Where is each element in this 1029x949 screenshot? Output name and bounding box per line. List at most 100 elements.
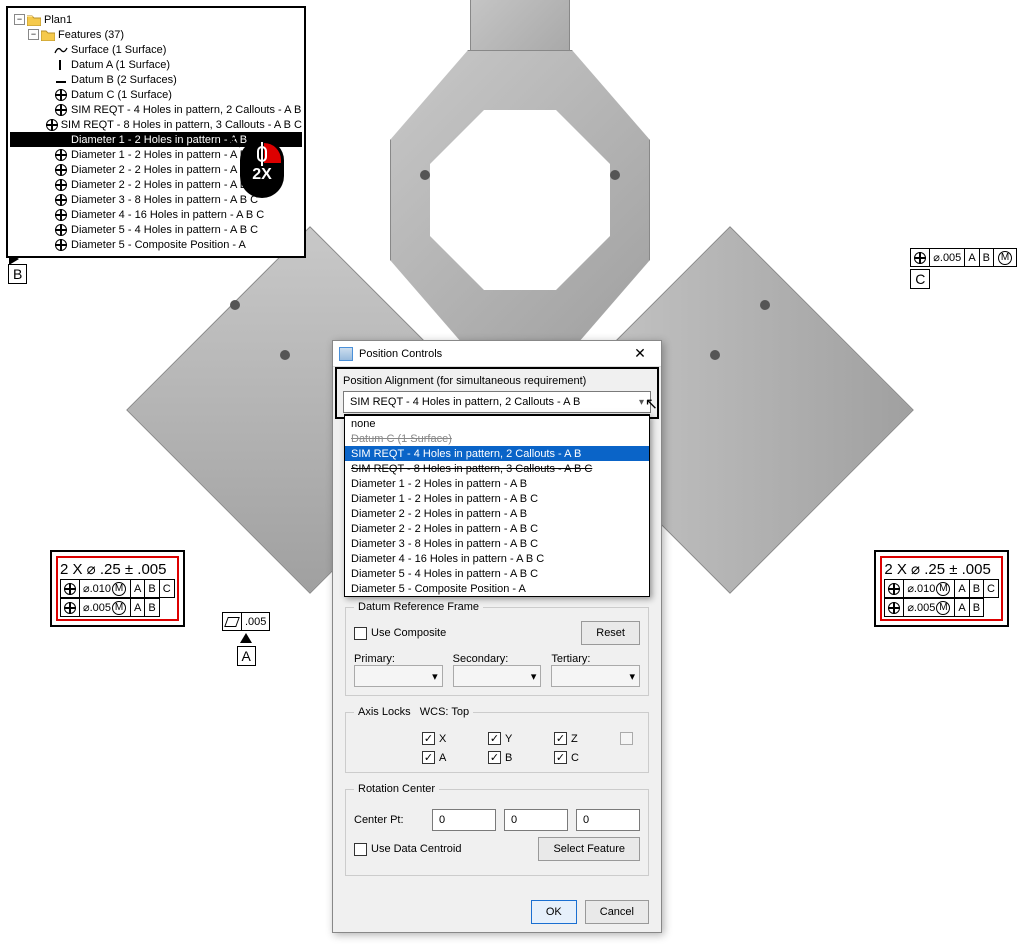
tree-item-label: Diameter 2 - 2 Holes in pattern - A B <box>71 164 247 176</box>
dropdown-item[interactable]: Diameter 4 - 16 Holes in pattern - A B C <box>345 551 649 566</box>
datum-icon <box>54 73 68 87</box>
tree-item[interactable]: Surface (1 Surface) <box>10 42 302 57</box>
use-composite-checkbox[interactable]: Use Composite <box>354 627 446 640</box>
tree-item[interactable]: Datum C (1 Surface) <box>10 87 302 102</box>
position-icon <box>54 133 68 147</box>
tree-item-label: Diameter 5 - 4 Holes in pattern - A B C <box>71 224 258 236</box>
collapse-icon[interactable]: − <box>28 29 39 40</box>
dropdown-item[interactable]: Diameter 5 - 4 Holes in pattern - A B C <box>345 566 649 581</box>
dropdown-item[interactable]: Diameter 3 - 8 Holes in pattern - A B C <box>345 536 649 551</box>
tree-item-label: Diameter 3 - 8 Holes in pattern - A B C <box>71 194 258 206</box>
datum-label: C <box>910 269 930 289</box>
chevron-down-icon: ▾ <box>432 670 438 683</box>
fcf-datum: A <box>965 248 979 267</box>
dropdown-item[interactable]: SIM REQT - 4 Holes in pattern, 2 Callout… <box>345 446 649 461</box>
drf-fieldset: Datum Reference Frame Use Composite Rese… <box>345 601 649 696</box>
callout-left: 2 X ⌀ .25 ± .005 ⌀.010M A B C ⌀.005M A B <box>50 550 185 627</box>
primary-combo[interactable]: ▾ <box>354 665 443 687</box>
dropdown-item[interactable]: Diameter 1 - 2 Holes in pattern - A B C <box>345 491 649 506</box>
chevron-down-icon: ▾ <box>629 670 635 683</box>
tree-item[interactable]: Diameter 5 - Composite Position - A <box>10 237 302 252</box>
tertiary-label: Tertiary: <box>551 653 640 665</box>
size-callout: 2 X ⌀ .25 ± .005 <box>884 560 999 578</box>
dropdown-item[interactable]: Diameter 1 - 2 Holes in pattern - A B <box>345 476 649 491</box>
close-icon[interactable]: ✕ <box>625 344 655 364</box>
alignment-combo[interactable]: SIM REQT - 4 Holes in pattern, 2 Callout… <box>343 391 651 413</box>
cursor-icon: ↖ <box>228 132 243 153</box>
window-icon <box>339 347 353 361</box>
position-icon <box>54 208 68 222</box>
position-icon <box>54 163 68 177</box>
axis-lock-y[interactable]: ✓Y <box>488 732 546 745</box>
dropdown-item[interactable]: Diameter 2 - 2 Holes in pattern - A B C <box>345 521 649 536</box>
tree-item[interactable]: Datum A (1 Surface) <box>10 57 302 72</box>
cancel-button[interactable]: Cancel <box>585 900 649 924</box>
position-icon <box>54 178 68 192</box>
position-icon <box>54 223 68 237</box>
folder-icon <box>27 13 41 27</box>
dialog-title: Position Controls <box>359 348 625 360</box>
center-y-input[interactable]: 0 <box>504 809 568 831</box>
chevron-down-icon: ▾ <box>639 397 644 408</box>
flatness-tol: .005 <box>242 612 270 631</box>
center-pt-label: Center Pt: <box>354 814 424 826</box>
axis-toggle-icon[interactable] <box>620 732 633 745</box>
tree-item-label: Surface (1 Surface) <box>71 44 166 56</box>
axis-lock-a[interactable]: ✓A <box>422 751 480 764</box>
position-controls-dialog: Position Controls ✕ Position Alignment (… <box>332 340 662 933</box>
tree-item[interactable]: Datum B (2 Surfaces) <box>10 72 302 87</box>
tree-root-label: Plan1 <box>44 14 72 26</box>
select-feature-button[interactable]: Select Feature <box>538 837 640 861</box>
datum-label: B <box>8 264 27 284</box>
tree-item[interactable]: SIM REQT - 8 Holes in pattern, 3 Callout… <box>10 117 302 132</box>
datum-label: A <box>237 646 256 666</box>
tree-item[interactable]: Diameter 5 - 4 Holes in pattern - A B C <box>10 222 302 237</box>
ok-button[interactable]: OK <box>531 900 577 924</box>
datum-icon <box>54 58 68 72</box>
axis-locks-fieldset: Axis Locks WCS: Top ✓X✓Y✓Z✓A✓B✓C <box>345 706 649 773</box>
dialog-titlebar[interactable]: Position Controls ✕ <box>333 341 661 367</box>
dropdown-item[interactable]: none <box>345 416 649 431</box>
center-z-input[interactable]: 0 <box>576 809 640 831</box>
dropdown-item[interactable]: Datum C (1 Surface) <box>345 431 649 446</box>
use-data-centroid-checkbox[interactable]: Use Data Centroid <box>354 843 464 856</box>
alignment-label: Position Alignment (for simultaneous req… <box>343 375 651 387</box>
reset-button[interactable]: Reset <box>581 621 640 645</box>
dropdown-item[interactable]: SIM REQT - 8 Holes in pattern, 3 Callout… <box>345 461 649 476</box>
tree-item-label: Datum C (1 Surface) <box>71 89 172 101</box>
tree-item-label: Diameter 2 - 2 Holes in pattern - A B C <box>71 179 258 191</box>
axis-lock-x[interactable]: ✓X <box>422 732 480 745</box>
alignment-value: SIM REQT - 4 Holes in pattern, 2 Callout… <box>350 396 580 408</box>
flatness-icon <box>224 617 240 627</box>
alignment-section-highlight: Position Alignment (for simultaneous req… <box>335 367 659 419</box>
alignment-dropdown: noneDatum C (1 Surface)SIM REQT - 4 Hole… <box>344 414 650 597</box>
tree-root[interactable]: − Plan1 <box>10 12 302 27</box>
tertiary-combo[interactable]: ▾ <box>551 665 640 687</box>
dropdown-item[interactable]: Diameter 2 - 2 Holes in pattern - A B <box>345 506 649 521</box>
dropdown-item[interactable]: Diameter 5 - Composite Position - A <box>345 581 649 596</box>
tree-item-label: Diameter 4 - 16 Holes in pattern - A B C <box>71 209 264 221</box>
tree-item-label: SIM REQT - 4 Holes in pattern, 2 Callout… <box>71 104 301 116</box>
tree-item[interactable]: SIM REQT - 4 Holes in pattern, 2 Callout… <box>10 102 302 117</box>
chevron-down-icon: ▾ <box>531 670 537 683</box>
center-x-input[interactable]: 0 <box>432 809 496 831</box>
axis-lock-c[interactable]: ✓C <box>554 751 612 764</box>
secondary-combo[interactable]: ▾ <box>453 665 542 687</box>
axis-lock-b[interactable]: ✓B <box>488 751 546 764</box>
callout-right: 2 X ⌀ .25 ± .005 ⌀.010M A B C ⌀.005M A B <box>874 550 1009 627</box>
tree-item-label: Diameter 5 - Composite Position - A <box>71 239 246 251</box>
position-icon <box>888 602 900 614</box>
cursor-icon: ↖ <box>645 394 658 414</box>
rotation-center-legend: Rotation Center <box>354 783 439 795</box>
tree-features[interactable]: − Features (37) <box>10 27 302 42</box>
mouse-doubleclick-hint: ↖ 2X <box>240 140 290 210</box>
drf-legend: Datum Reference Frame <box>354 601 483 613</box>
fcf-datum: B <box>980 248 994 267</box>
axis-lock-z[interactable]: ✓Z <box>554 732 612 745</box>
position-icon <box>46 118 58 132</box>
position-icon <box>914 252 926 264</box>
rotation-center-fieldset: Rotation Center Center Pt: 0 0 0 Use Dat… <box>345 783 649 876</box>
size-callout: 2 X ⌀ .25 ± .005 <box>60 560 175 578</box>
callout-datum-b: B <box>8 254 27 284</box>
collapse-icon[interactable]: − <box>14 14 25 25</box>
